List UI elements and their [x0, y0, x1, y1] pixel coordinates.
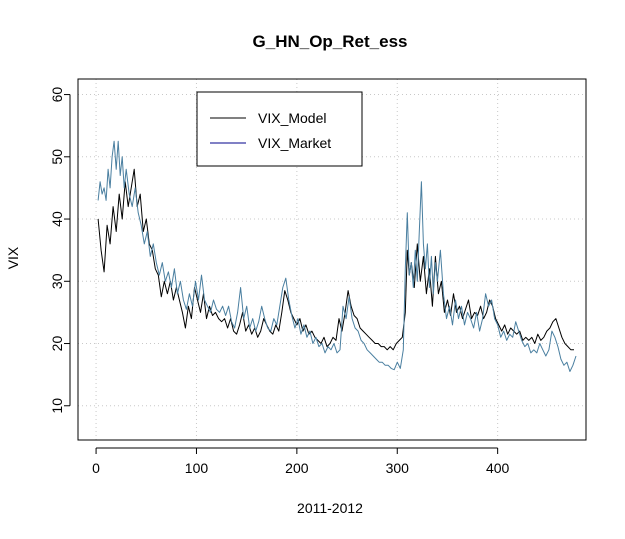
legend-label-vix-model: VIX_Model: [258, 110, 326, 126]
x-tick-label: 100: [185, 460, 209, 476]
x-tick-label: 300: [386, 460, 410, 476]
y-tick-label: 10: [49, 398, 65, 414]
y-axis-label: VIX: [5, 246, 21, 269]
x-axis-label: 2011-2012: [297, 500, 363, 516]
legend: VIX_Model VIX_Market: [196, 91, 363, 167]
legend-label-vix-market: VIX_Market: [258, 135, 331, 151]
x-tick-label: 0: [92, 460, 100, 476]
x-tick-label: 200: [285, 460, 309, 476]
series-line-vix-market: [97, 140, 577, 372]
y-tick-label: 50: [49, 149, 65, 165]
y-axis: 10 20 30 40 50 60: [49, 87, 71, 414]
plot-frame: [77, 78, 587, 441]
series-line-vix-model: [97, 168, 574, 351]
x-axis: 0 100 200 300 400: [92, 447, 510, 476]
x-tick-label: 400: [486, 460, 510, 476]
chart-title: G_HN_Op_Ret_ess: [253, 32, 408, 51]
y-tick-label: 30: [49, 273, 65, 289]
y-tick-label: 40: [49, 211, 65, 227]
y-tick-label: 20: [49, 336, 65, 352]
y-tick-label: 60: [49, 87, 65, 103]
legend-box: [196, 91, 363, 167]
series-lines: [97, 140, 577, 372]
